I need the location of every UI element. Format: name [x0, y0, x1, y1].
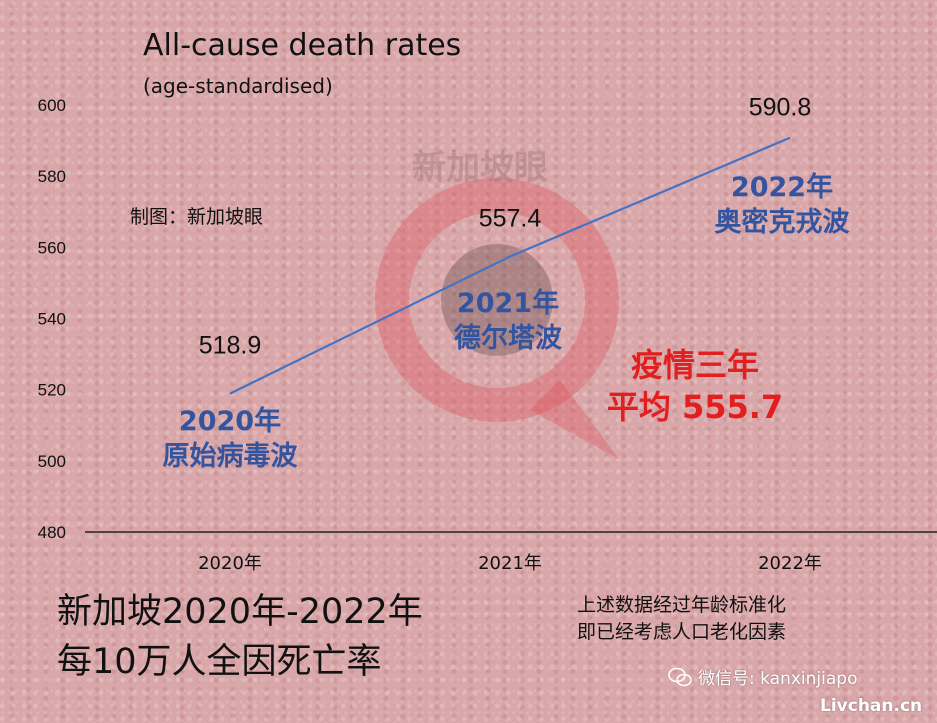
y-tick-label: 500	[38, 452, 66, 471]
series-group	[229, 136, 791, 395]
chart-note: 上述数据经过年龄标准化 即已经考虑人口老化因素	[577, 592, 786, 645]
wechat-id: 微信号: kanxinjiapo	[698, 669, 858, 689]
x-axis-ticks: 2020年 2021年 2022年	[198, 553, 822, 574]
y-tick-label: 520	[38, 381, 66, 400]
site-watermark: Livchan.cn	[820, 696, 923, 716]
y-tick-label: 560	[38, 238, 66, 257]
data-label: 518.9	[199, 332, 262, 360]
annotation-wave-name: 原始病毒波	[162, 441, 298, 473]
chart-caption: 新加坡2020年-2022年 每10万人全因死亡率	[57, 588, 423, 687]
watermark-brand: 新加坡眼	[412, 148, 548, 188]
data-label: 557.4	[479, 205, 542, 233]
data-labels: 518.9 557.4 590.8	[199, 94, 812, 360]
x-tick-label: 2022年	[758, 553, 822, 574]
series-line	[229, 136, 791, 395]
y-tick-label: 480	[38, 523, 66, 542]
annotation-wave-2020: 2020年 原始病毒波	[130, 404, 330, 474]
chart-subtitle: (age-standardised)	[143, 74, 333, 98]
annotation-year: 2022年	[730, 172, 834, 203]
summary-line-1: 疫情三年	[630, 346, 759, 384]
annotation-year: 2021年	[456, 288, 560, 319]
note-line-2: 即已经考虑人口老化因素	[577, 620, 787, 643]
annotation-wave-2021: 2021年 德尔塔波	[418, 286, 598, 356]
watermark-logo	[375, 178, 620, 460]
y-tick-label: 580	[38, 167, 66, 186]
annotation-wave-name: 德尔塔波	[454, 323, 562, 355]
x-tick-label: 2020年	[198, 553, 262, 574]
note-line-1: 上述数据经过年龄标准化	[577, 594, 787, 616]
wechat-icon	[668, 667, 692, 686]
summary-line-2: 平均 555.7	[606, 387, 784, 426]
annotation-year: 2020年	[178, 406, 282, 437]
annotation-wave-2022: 2022年 奥密克戎波	[682, 170, 882, 240]
chart-credit: 制图：新加坡眼	[130, 206, 264, 228]
caption-line-2: 每10万人全因死亡率	[57, 641, 382, 682]
caption-line-1: 新加坡2020年-2022年	[57, 592, 423, 632]
x-tick-label: 2021年	[478, 553, 542, 574]
wechat-watermark: 微信号: kanxinjiapo	[668, 664, 857, 689]
annotation-summary: 疫情三年 平均 555.7	[595, 345, 795, 428]
annotation-wave-name: 奥密克戎波	[714, 207, 850, 239]
y-tick-label: 600	[38, 96, 66, 115]
y-axis-ticks: 480 500 520 540 560 580 600	[38, 96, 66, 542]
chart-title: All-cause death rates	[143, 28, 462, 63]
data-label: 590.8	[749, 94, 812, 122]
y-tick-label: 540	[38, 310, 66, 329]
